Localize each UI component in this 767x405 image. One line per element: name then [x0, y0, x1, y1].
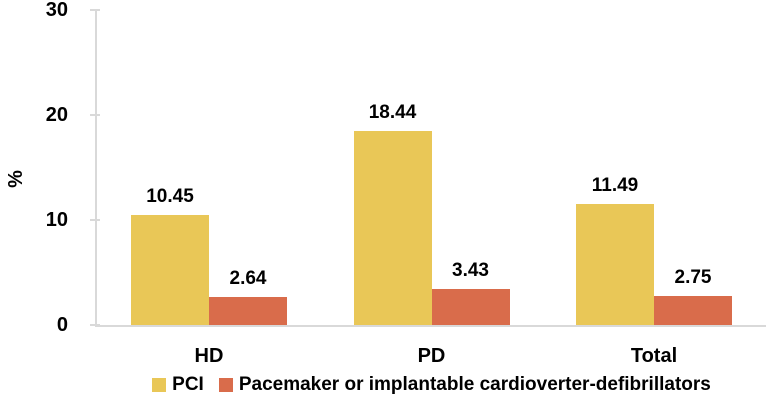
bar-group: 18.44 3.43 — [353, 103, 510, 325]
plot-area: 10.45 2.64 18.44 3.43 11.49 2.75 — [97, 10, 766, 325]
y-tick-label: 20 — [45, 104, 68, 126]
bar-pci: 10.45 — [131, 187, 209, 325]
y-axis-line — [95, 10, 97, 327]
legend-label: Pacemaker or implantable cardioverter-de… — [238, 374, 711, 395]
legend-label: PCI — [172, 374, 204, 395]
bar-value-label: 3.43 — [452, 260, 489, 281]
bar-group: 10.45 2.64 — [131, 187, 287, 325]
y-tick-label: 10 — [45, 209, 68, 231]
bar-pci: 18.44 — [353, 103, 432, 325]
bar-group: 11.49 2.75 — [576, 176, 732, 325]
y-tick-label: 30 — [45, 0, 68, 21]
x-axis-category-label: PD — [417, 345, 446, 367]
bar-value-label: 11.49 — [591, 175, 639, 197]
legend-swatch-icon — [218, 378, 233, 392]
bar-pacemaker-icd: 2.64 — [209, 269, 287, 325]
x-axis-category-label: HD — [194, 345, 224, 367]
x-axis-line — [95, 325, 766, 327]
bar-pacemaker-icd: 3.43 — [431, 261, 510, 325]
bar-pci: 11.49 — [576, 176, 654, 325]
bar-value-label: 18.44 — [368, 102, 417, 124]
bar-value-label: 2.75 — [674, 267, 712, 289]
legend-swatch-icon — [152, 378, 167, 392]
x-axis-labels: HD PD Total — [97, 344, 766, 368]
bar-value-label: 2.64 — [229, 268, 267, 290]
legend: PCI Pacemaker or implantable cardioverter… — [97, 373, 766, 397]
y-axis-title: % — [4, 170, 27, 188]
bar-pacemaker-icd: 2.75 — [654, 268, 732, 325]
y-tick-label: 0 — [56, 314, 68, 336]
x-axis-category-label: Total — [630, 345, 678, 367]
bar-value-label: 10.45 — [146, 186, 194, 208]
legend-item: PCI — [152, 373, 204, 397]
legend-item: Pacemaker or implantable cardioverter-de… — [218, 373, 711, 397]
